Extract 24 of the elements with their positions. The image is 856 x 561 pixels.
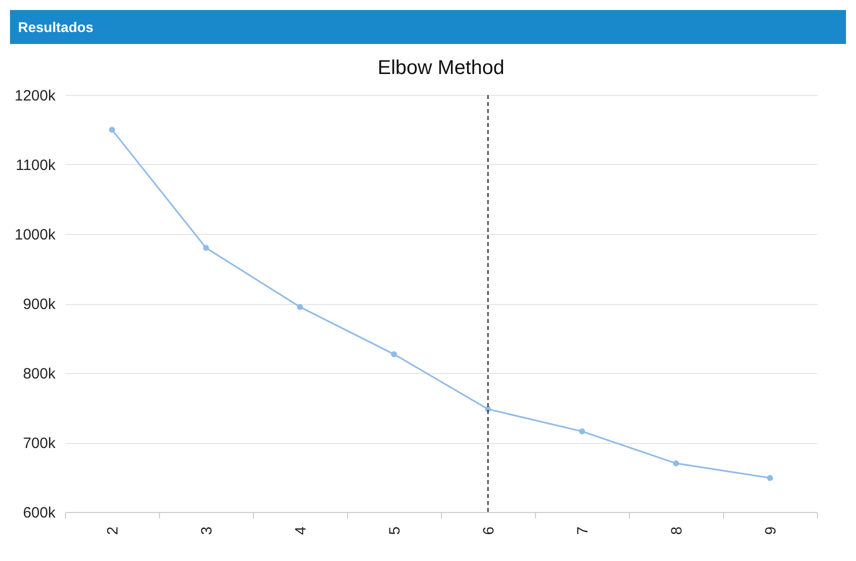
x-tick-label: 5 [386, 526, 404, 535]
y-tick-label: 1100k [16, 157, 56, 174]
y-tick-label: 700k [22, 435, 56, 452]
x-tick-label: 6 [480, 526, 498, 535]
x-tick-label: 2 [104, 526, 122, 535]
y-tick-label: 1200k [14, 88, 56, 104]
text: Resultados [10, 10, 846, 44]
y-tick-label: 800k [22, 366, 56, 382]
point [579, 428, 585, 434]
x-tick-label: 8 [668, 526, 686, 535]
chart-title: Elbow Method [378, 57, 504, 79]
point [109, 126, 115, 133]
point [297, 304, 303, 310]
y-tick-label: 1000k [14, 226, 56, 244]
point [391, 351, 397, 358]
x-tick-label: 7 [574, 526, 592, 535]
point [673, 460, 679, 466]
point [203, 244, 209, 251]
x-tick-label: 4 [292, 526, 310, 535]
y-tick-label: 600k [22, 504, 56, 522]
y-tick-label: 900k [22, 296, 56, 313]
x-tick-label: 9 [762, 526, 780, 535]
x-tick-label: 3 [198, 526, 216, 535]
point [767, 474, 773, 481]
